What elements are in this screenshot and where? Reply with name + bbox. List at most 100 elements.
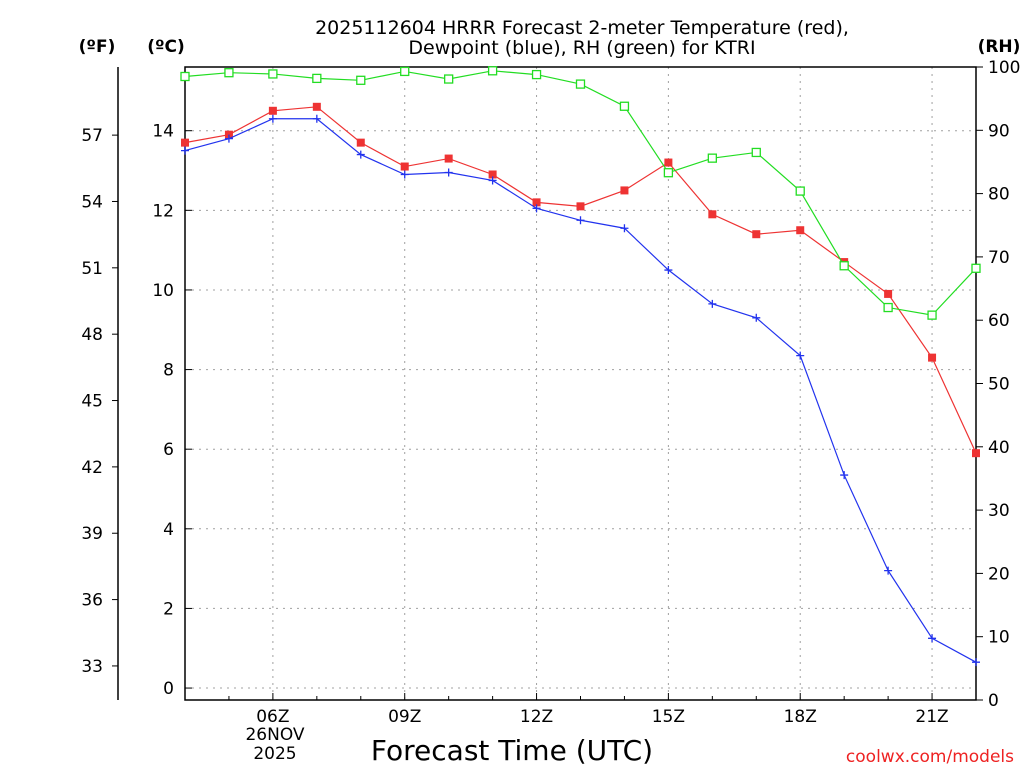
dewpoint-marker	[752, 313, 761, 322]
x-axis-label: Forecast Time (UTC)	[371, 734, 653, 767]
dewpoint-marker	[620, 224, 629, 233]
temperature-marker	[576, 202, 585, 211]
rh-marker	[268, 69, 278, 79]
x-tick-label: 15Z	[652, 707, 685, 727]
rh-marker	[707, 153, 717, 163]
rh-marker	[927, 310, 937, 320]
rh-series	[180, 66, 981, 320]
dewpoint-marker	[532, 204, 541, 213]
rh-marker	[312, 73, 322, 84]
temperature-marker	[488, 170, 497, 179]
rh-tick-label: 30	[988, 501, 1010, 521]
date-label-line1: 26NOV	[245, 725, 304, 745]
dewpoint-marker	[268, 114, 277, 123]
dewpoint-marker	[928, 634, 937, 643]
temperature-marker	[972, 449, 980, 458]
rh-marker	[575, 79, 586, 89]
fahrenheit-tick-label: 57	[81, 126, 103, 146]
rh-marker	[444, 74, 454, 84]
temperature-marker	[444, 154, 453, 163]
fahrenheit-tick-label: 51	[81, 259, 103, 279]
rh-marker	[883, 302, 893, 313]
temperature-marker	[356, 138, 365, 147]
x-tick-label: 06Z	[256, 707, 289, 727]
dewpoint-marker	[576, 216, 585, 225]
x-tick-label: 18Z	[784, 707, 817, 727]
rh-marker	[619, 101, 630, 111]
dewpoint-marker	[356, 150, 365, 159]
rh-tick-label: 10	[988, 628, 1010, 648]
rh-tick-label: 20	[988, 564, 1010, 584]
rh-marker	[795, 186, 805, 196]
rh-tick-label: 50	[988, 375, 1010, 395]
rh-marker	[400, 66, 410, 77]
fahrenheit-tick-label: 54	[81, 192, 103, 212]
celsius-tick-label: 12	[152, 201, 174, 221]
dewpoint-marker	[796, 351, 805, 360]
rh-tick-label: 70	[988, 248, 1010, 268]
temperature-marker	[620, 186, 629, 195]
x-tick-label: 21Z	[915, 707, 948, 727]
rh-marker	[180, 71, 190, 82]
series	[180, 66, 981, 667]
celsius-tick-label: 10	[152, 281, 174, 301]
temperature-marker	[928, 353, 937, 362]
celsius-tick-label: 0	[163, 679, 174, 699]
fahrenheit-unit-label: (ºF)	[79, 37, 116, 57]
dewpoint-marker	[708, 299, 717, 308]
celsius-tick-label: 14	[152, 122, 174, 142]
dewpoint-marker	[664, 266, 673, 275]
rh-tick-label: 40	[988, 438, 1010, 458]
dewpoint-marker	[444, 168, 453, 177]
dewpoint-marker	[400, 170, 409, 179]
rh-marker	[224, 68, 234, 78]
rh-marker	[751, 147, 761, 158]
dewpoint-series	[181, 114, 980, 667]
temperature-marker	[884, 289, 893, 298]
fahrenheit-tick-label: 48	[81, 325, 103, 345]
axis-ticks: 06Z 09Z 12Z 15Z 18Z 21Z 0 2 4 6 8 10 12 14 33 36 39 42 45 4…	[81, 58, 1020, 727]
dewpoint-marker	[972, 658, 980, 667]
temperature-marker	[796, 226, 805, 235]
rh-unit-label: (RH)	[978, 37, 1021, 57]
fahrenheit-tick-label: 45	[81, 392, 103, 412]
temperature-marker	[532, 198, 541, 207]
temperature-marker	[181, 138, 189, 147]
fahrenheit-tick-label: 39	[81, 524, 103, 544]
dewpoint-marker	[312, 114, 321, 123]
rh-marker	[531, 69, 542, 80]
rh-marker	[839, 261, 849, 271]
dewpoint-marker	[181, 146, 189, 155]
dewpoint-marker	[840, 471, 849, 480]
celsius-unit-label: (ºC)	[147, 37, 185, 57]
celsius-tick-label: 8	[163, 361, 174, 381]
date-label-line2: 2025	[253, 744, 296, 764]
rh-tick-label: 90	[988, 121, 1010, 141]
x-tick-label: 09Z	[388, 707, 421, 727]
temperature-marker	[312, 102, 321, 111]
temperature-marker	[708, 210, 717, 219]
celsius-tick-label: 2	[163, 599, 174, 619]
chart-title-line1: 2025112604 HRRR Forecast 2-meter Tempera…	[315, 17, 849, 39]
celsius-tick-label: 6	[163, 440, 174, 460]
rh-tick-label: 0	[988, 691, 999, 711]
rh-tick-label: 80	[988, 185, 1010, 205]
credit-link[interactable]: coolwx.com/models	[846, 747, 1014, 767]
chart-title-line2: Dewpoint (blue), RH (green) for KTRI	[408, 37, 755, 59]
rh-marker	[663, 168, 674, 178]
rh-marker	[356, 75, 366, 85]
temperature-marker	[664, 158, 673, 167]
temperature-marker	[400, 162, 409, 171]
rh-marker	[971, 263, 981, 273]
dewpoint-marker	[884, 566, 893, 575]
fahrenheit-tick-label: 42	[81, 458, 103, 478]
dewpoint-marker	[224, 134, 233, 143]
celsius-tick-label: 4	[163, 520, 174, 540]
rh-marker	[487, 66, 498, 76]
temperature-marker	[752, 230, 761, 239]
fahrenheit-tick-label: 36	[81, 591, 103, 611]
fahrenheit-tick-label: 33	[81, 657, 103, 677]
rh-tick-label: 100	[988, 58, 1020, 78]
